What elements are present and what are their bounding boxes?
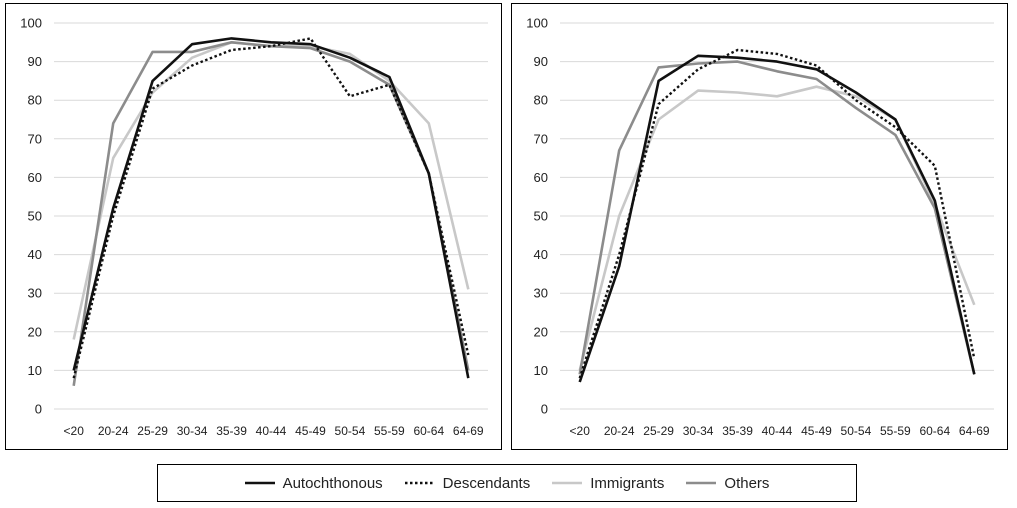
series-line-others: [578, 60, 976, 375]
chart-legend: Autochthonous Descendants Immigrants Oth…: [157, 464, 857, 502]
chart-panel-left: 0 10 20 30 40 50 60 70 80 90 100 <20 20-24 25-29 30-34…: [5, 3, 502, 450]
y-tick-label: 20: [534, 324, 548, 339]
series-line-descendants: [578, 48, 976, 379]
x-tick-label: 50-54: [335, 424, 366, 438]
x-tick-label: 60-64: [919, 424, 950, 438]
legend-label-descendants: Descendants: [442, 474, 531, 492]
y-tick-label: 0: [541, 402, 548, 417]
legend-swatch-others: [686, 478, 717, 488]
x-tick-label: 64-69: [453, 424, 484, 438]
x-tick-label: 20-24: [98, 424, 129, 438]
x-tick-label: <20: [570, 424, 591, 438]
x-tick-label: 25-29: [643, 424, 674, 438]
y-tick-label: 10: [28, 363, 42, 378]
y-tick-label: 60: [28, 170, 42, 185]
legend-item-descendants: Descendants: [404, 474, 531, 492]
legend-label-immigrants: Immigrants: [590, 474, 665, 492]
y-tick-label: 20: [28, 324, 42, 339]
y-tick-label: 50: [534, 209, 548, 224]
legend-item-autochthonous: Autochthonous: [244, 474, 383, 492]
y-tick-label: 40: [534, 247, 548, 262]
x-tick-label: 60-64: [413, 424, 444, 438]
legend-swatch-immigrants: [552, 478, 583, 488]
series-line-autochthonous: [72, 37, 470, 379]
x-tick-label: 40-44: [256, 424, 287, 438]
y-tick-label: 90: [534, 54, 548, 69]
y-tick-label: 70: [28, 131, 42, 146]
x-tick-label: 30-34: [683, 424, 714, 438]
x-tick-label: 45-49: [295, 424, 326, 438]
x-tick-label: 25-29: [137, 424, 168, 438]
legend-swatch-descendants: [404, 478, 435, 488]
x-tick-label: <20: [64, 424, 85, 438]
x-tick-label: 20-24: [604, 424, 635, 438]
series-line-autochthonous: [578, 54, 976, 383]
x-tick-label: 55-59: [880, 424, 911, 438]
y-tick-label: 50: [28, 209, 42, 224]
series-line-descendants: [72, 37, 470, 379]
y-tick-label: 100: [526, 16, 548, 31]
x-tick-label: 30-34: [177, 424, 208, 438]
legend-swatch-autochthonous: [244, 478, 275, 488]
legend-item-others: Others: [686, 475, 769, 492]
series-line-immigrants: [578, 85, 976, 371]
y-tick-label: 30: [28, 286, 42, 301]
y-tick-label: 0: [35, 402, 42, 417]
legend-label-others: Others: [724, 474, 770, 492]
x-tick-label: 35-39: [216, 424, 247, 438]
y-tick-label: 60: [534, 170, 548, 185]
y-tick-label: 10: [534, 363, 548, 378]
x-tick-label: 40-44: [762, 424, 793, 438]
chart-panel-right: 0 10 20 30 40 50 60 70 80 90 100 <20 20-24 25-29 30-34…: [511, 3, 1008, 450]
x-tick-label: 45-49: [801, 424, 832, 438]
x-tick-label: 50-54: [841, 424, 872, 438]
y-tick-label: 40: [28, 247, 42, 262]
y-tick-label: 30: [534, 286, 548, 301]
y-tick-label: 80: [534, 93, 548, 108]
series-line-others: [72, 40, 470, 386]
y-tick-label: 70: [534, 131, 548, 146]
line-chart-left: 0 10 20 30 40 50 60 70 80 90 100 <20 20-24 25-29 30-34…: [20, 16, 488, 438]
line-chart-right: 0 10 20 30 40 50 60 70 80 90 100 <20 20-24 25-29 30-34…: [526, 16, 994, 438]
x-tick-label: 55-59: [374, 424, 405, 438]
legend-item-immigrants: Immigrants: [552, 475, 664, 492]
y-tick-label: 90: [28, 54, 42, 69]
y-tick-label: 100: [20, 16, 42, 31]
x-tick-label: 35-39: [722, 424, 753, 438]
legend-label-autochthonous: Autochthonous: [282, 474, 383, 492]
y-tick-label: 80: [28, 93, 42, 108]
x-tick-label: 64-69: [959, 424, 990, 438]
